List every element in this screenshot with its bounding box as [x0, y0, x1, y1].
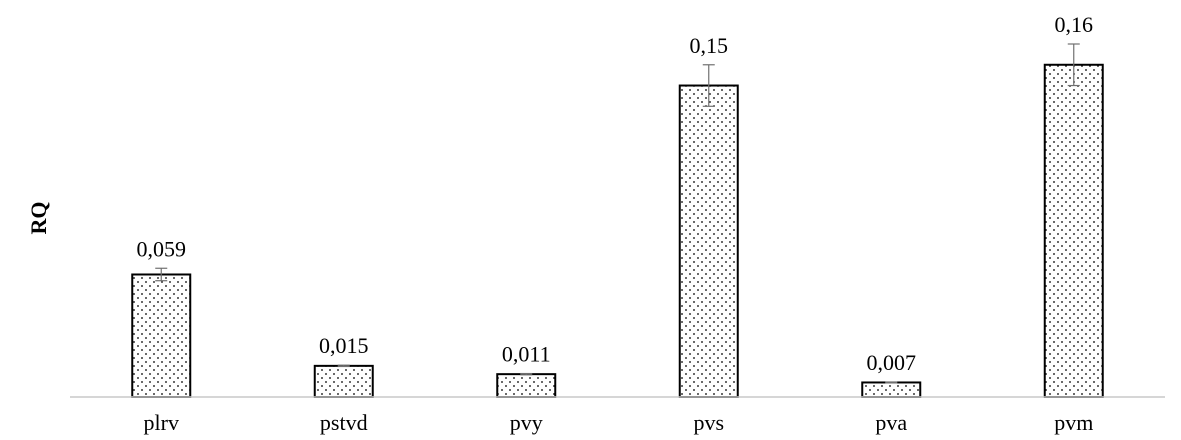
category-label-pvm: pvm [1054, 410, 1093, 435]
bar-pvs [678, 84, 739, 398]
data-label-pvy: 0,011 [502, 342, 551, 367]
category-label-plrv: plrv [144, 410, 179, 435]
error-bar-pva [885, 381, 898, 384]
category-label-pva: pva [875, 410, 907, 435]
bars-group [131, 63, 1104, 398]
error-bars-group [155, 43, 1080, 384]
error-bar-pvy [520, 372, 533, 376]
bar-plrv [131, 273, 192, 398]
category-label-pvy: pvy [510, 410, 543, 435]
data-label-plrv: 0,059 [137, 236, 187, 261]
bar-pstvd [313, 364, 374, 398]
data-label-pvm: 0,16 [1055, 12, 1094, 37]
bar-pvy [496, 373, 557, 398]
data-label-pvs: 0,15 [690, 33, 729, 58]
error-bar-pvs [702, 64, 715, 107]
bar-pvm [1043, 63, 1104, 398]
category-label-pvs: pvs [693, 410, 724, 435]
data-labels-group: 0,059 0,015 0,011 0,15 0,007 0,16 [137, 12, 1094, 375]
category-label-pstvd: pstvd [320, 410, 368, 435]
bar-pva [861, 381, 922, 398]
error-bar-pvm [1067, 43, 1080, 87]
category-labels-group: plrv pstvd pvy pvs pva pvm [144, 410, 1094, 435]
error-bar-pstvd [337, 364, 350, 368]
error-bar-plrv [155, 267, 168, 282]
data-label-pstvd: 0,015 [319, 333, 369, 358]
y-axis-title: RQ [26, 202, 51, 235]
data-label-pva: 0,007 [867, 350, 917, 375]
